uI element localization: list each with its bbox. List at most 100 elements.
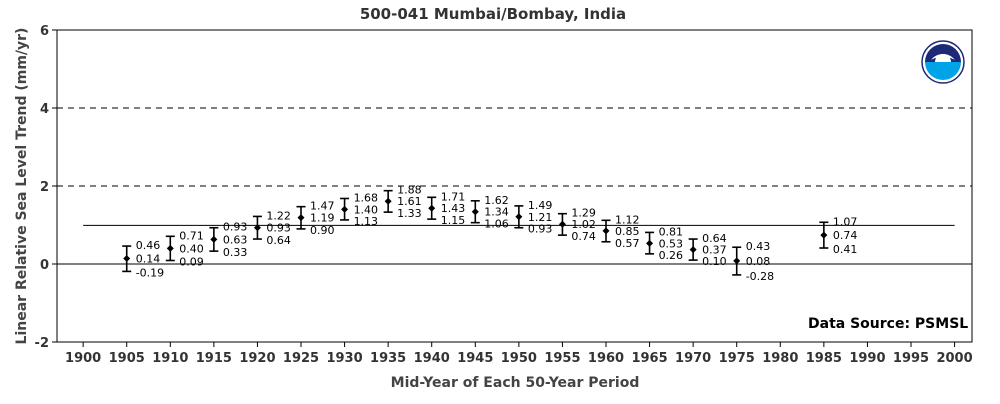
x-tick-label: 1965	[631, 351, 667, 366]
data-point-group: 1.070.740.41	[819, 215, 857, 256]
data-point-group: 0.43 0.08 -0.28	[732, 240, 774, 283]
data-point-group: 0.460.14-0.19	[122, 239, 164, 279]
upper-value-label: 1.29	[571, 207, 596, 220]
x-tick-label: 1955	[544, 351, 580, 366]
y-tick-label: 2	[40, 180, 49, 195]
x-tick-label: 1945	[457, 351, 493, 366]
lower-value-label: 0.41	[833, 243, 858, 256]
trend-value-label: 0.37	[702, 244, 727, 257]
trend-value-label: 1.19	[310, 212, 335, 225]
trend-value-label: 0.74	[833, 229, 858, 242]
data-point-group: 1.711.431.15	[427, 190, 465, 227]
x-tick-label: 1985	[806, 351, 842, 366]
data-point	[297, 214, 305, 222]
trend-value-label: 0.63	[223, 233, 248, 246]
data-point	[210, 235, 218, 243]
x-tick-label: 2000	[936, 351, 972, 366]
data-point	[428, 204, 436, 212]
trend-value-label: 1.61	[397, 195, 422, 208]
trend-value-label: 0.93	[266, 222, 291, 235]
data-point	[646, 239, 654, 247]
lower-value-label: 1.15	[441, 214, 466, 227]
data-point-group: 1.220.930.64	[252, 209, 291, 247]
x-tick-label: 1990	[849, 351, 885, 366]
lower-value-label: 0.64	[266, 234, 291, 247]
x-tick-label: 1940	[414, 351, 450, 366]
x-axis-label: Mid-Year of Each 50-Year Period	[391, 375, 640, 391]
x-axis-ticks: 1900 1905 1910 1915 1920 1925 1930 1935 1940 1945…	[65, 342, 973, 366]
lower-value-label: 1.06	[484, 218, 509, 231]
data-point-group: 0.710.400.09	[165, 229, 204, 268]
data-point	[341, 205, 349, 213]
trend-value-label: 1.34	[484, 206, 509, 219]
chart-title: 500-041 Mumbai/Bombay, India	[360, 5, 626, 23]
lower-value-label: 0.90	[310, 224, 335, 237]
upper-value-label: 0.46	[136, 239, 161, 252]
data-point	[471, 208, 479, 216]
x-tick-label: 1915	[196, 351, 232, 366]
upper-value-label: 1.49	[528, 199, 553, 212]
lower-value-label: 0.57	[615, 237, 640, 250]
data-point	[558, 220, 566, 228]
x-tick-label: 1980	[762, 351, 798, 366]
data-point	[384, 197, 392, 205]
trend-value-label: 0.53	[659, 237, 684, 250]
x-tick-label: 1905	[109, 351, 145, 366]
x-tick-label: 1930	[326, 351, 362, 366]
data-points: 0.460.14-0.190.710.400.090.930.630.331.2…	[122, 184, 857, 283]
x-tick-label: 1995	[893, 351, 929, 366]
lower-value-label: 0.09	[179, 255, 204, 268]
data-point-group: 1.621.341.06	[470, 194, 509, 231]
data-point-group: 0.810.530.26	[645, 225, 684, 262]
plot-area	[56, 29, 973, 343]
data-point-group: 1.291.020.74	[557, 207, 596, 243]
trend-value-label: 0.08	[746, 255, 771, 268]
lower-value-label: 1.33	[397, 207, 422, 220]
x-tick-label: 1920	[239, 351, 275, 366]
data-point-group: 1.120.850.57	[601, 213, 640, 250]
upper-value-label: 1.71	[441, 190, 466, 203]
lower-value-label: 0.10	[702, 255, 727, 268]
upper-value-label: 1.62	[484, 194, 509, 207]
x-tick-label: 1975	[719, 351, 755, 366]
data-point	[253, 224, 261, 232]
lower-value-label: -0.28	[746, 270, 774, 283]
y-tick-label: 4	[40, 102, 49, 117]
y-tick-label: 0	[40, 258, 49, 273]
data-point	[733, 257, 741, 265]
trend-value-label: 0.85	[615, 225, 640, 238]
upper-value-label: 1.22	[266, 209, 291, 222]
upper-value-label: 0.71	[179, 229, 204, 242]
upper-value-label: 1.88	[397, 184, 422, 197]
data-point-group: 1.681.401.13	[340, 191, 379, 228]
upper-value-label: 0.43	[746, 240, 771, 253]
trend-value-label: 0.14	[136, 253, 161, 266]
noaa-logo-light	[925, 62, 961, 80]
data-point-group: 0.930.630.33	[209, 221, 247, 259]
x-tick-label: 1935	[370, 351, 406, 366]
y-tick-label: 6	[40, 24, 49, 39]
trend-value-label: 1.43	[441, 202, 466, 215]
lower-value-label: -0.19	[136, 266, 164, 279]
trend-value-label: 0.40	[179, 242, 204, 255]
trend-value-label: 1.21	[528, 211, 553, 224]
data-source-label: Data Source: PSMSL	[808, 316, 968, 332]
data-point	[689, 246, 697, 254]
upper-value-label: 1.12	[615, 213, 640, 226]
y-axis-ticks: -2 0 2 4 6	[35, 24, 57, 351]
x-tick-label: 1950	[501, 351, 537, 366]
data-point	[166, 244, 174, 252]
lower-value-label: 0.93	[528, 223, 553, 236]
data-point	[602, 227, 610, 235]
x-tick-label: 1970	[675, 351, 711, 366]
data-point-group: 1.881.611.33	[383, 184, 422, 220]
data-point-group: 1.491.210.93	[514, 199, 552, 236]
noaa-logo-gull	[931, 54, 955, 60]
x-tick-label: 1925	[283, 351, 319, 366]
upper-value-label: 0.93	[223, 221, 248, 234]
y-axis-label: Linear Relative Sea Level Trend (mm/yr)	[14, 28, 30, 345]
x-tick-label: 1900	[65, 351, 101, 366]
lower-value-label: 1.13	[354, 215, 379, 228]
